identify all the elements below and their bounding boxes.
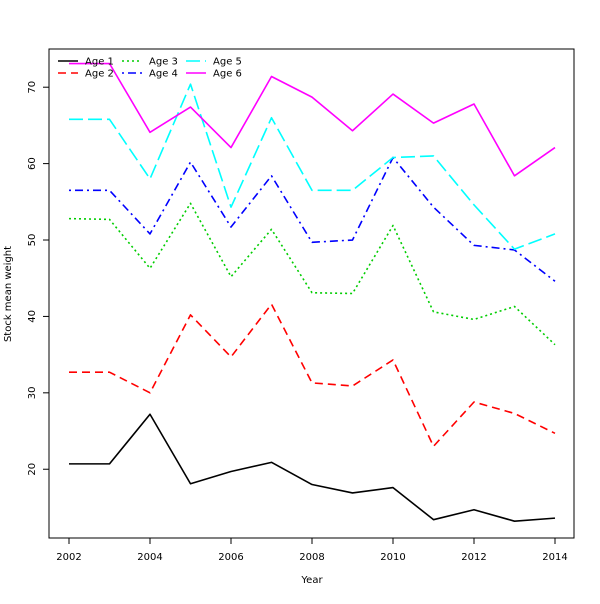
series-line-age-5 [69, 83, 556, 250]
legend-label: Age 3 [149, 57, 178, 68]
y-tick-label: 30 [27, 386, 38, 399]
x-tick-label: 2006 [218, 552, 243, 563]
series-line-age-2 [69, 303, 556, 448]
x-tick-label: 2010 [380, 552, 405, 563]
x-tick-label: 2008 [299, 552, 324, 563]
series-line-age-6 [69, 62, 556, 177]
y-tick-label: 70 [27, 81, 38, 94]
plot-lines [68, 62, 556, 522]
series-line-age-4 [69, 156, 556, 282]
x-axis-label: Year [300, 575, 323, 586]
x-tick-label: 2002 [56, 552, 81, 563]
series-line-age-3 [68, 202, 556, 346]
series-line-age-1 [69, 413, 556, 522]
legend-label: Age 4 [149, 69, 178, 80]
legend-item: Age 5 [186, 57, 242, 68]
x-tick-label: 2004 [137, 552, 162, 563]
x-tick-label: 2014 [542, 552, 567, 563]
legend-item: Age 4 [122, 69, 178, 80]
y-tick-label: 60 [27, 157, 38, 170]
y-tick-label: 50 [27, 234, 38, 247]
legend-label: Age 1 [85, 57, 114, 68]
legend-item: Age 3 [122, 57, 178, 68]
y-tick-label: 40 [27, 310, 38, 323]
legend-item: Age 6 [186, 69, 242, 80]
y-axis-label: Stock mean weight [3, 246, 14, 342]
y-tick-label: 20 [27, 463, 38, 476]
x-axis: 2002 2004 2006 2008 2010 2012 2014 [56, 538, 568, 563]
x-tick-label: 2012 [461, 552, 486, 563]
legend-label: Age 2 [85, 69, 114, 80]
legend-label: Age 6 [213, 69, 242, 80]
y-axis: 20 30 40 50 60 70 [27, 81, 49, 476]
legend-label: Age 5 [213, 57, 242, 68]
legend-item: Age 1 [58, 57, 114, 68]
legend-item: Age 2 [58, 69, 114, 80]
